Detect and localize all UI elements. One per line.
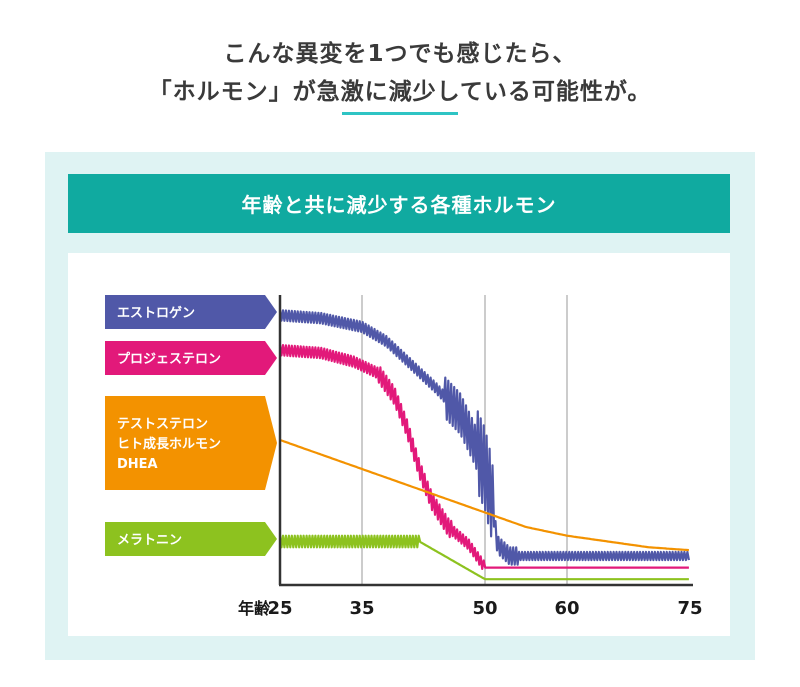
series-label-melatonin-0: メラトニン [117, 533, 182, 548]
headline-line-1: こんな異変を1つでも感じたら、 [223, 41, 577, 67]
series-tag-progesterone [105, 341, 277, 375]
x-tick-labels: 25 35 50 60 75 [267, 598, 702, 619]
accent-underline [342, 112, 458, 115]
chart-card: 25 35 50 60 75 年齢 エストロゲンプロジェステロン テストステロン ヒト成長ホ… [68, 253, 730, 636]
headline-line-2: 「ホルモン」が急激に減少している可能性が。 [148, 79, 652, 105]
chart-title-banner: 年齢と共に減少する各種ホルモン [68, 174, 730, 233]
x-tick-25: 25 [267, 598, 292, 619]
chart-title: 年齢と共に減少する各種ホルモン [241, 193, 557, 217]
series-tag-estrogen [105, 295, 277, 329]
series-tag-hgh [105, 396, 277, 490]
x-axis-label: 年齢 [238, 599, 271, 618]
series-label-hgh-1: ヒト成長ホルモン [117, 436, 221, 452]
series-line-melatonin [278, 534, 689, 581]
series-label-hgh-2: DHEA [117, 457, 158, 472]
series-lines [278, 309, 690, 581]
series-line-estrogen [278, 309, 690, 566]
series-tag-melatonin [105, 522, 277, 556]
x-tick-75: 75 [677, 598, 702, 619]
series-label-progesterone-0: プロジェステロン [117, 352, 221, 367]
series-label-hgh-0: テストステロン [117, 417, 208, 432]
hormone-chart: 25 35 50 60 75 年齢 エストロゲンプロジェステロンテストステロンヒト成長ホ… [105, 295, 703, 619]
x-tick-50: 50 [472, 598, 497, 619]
series-line-progesterone [278, 344, 689, 570]
series-label-estrogen-0: エストロゲン [117, 305, 195, 321]
series-line-hgh [279, 438, 689, 552]
x-tick-35: 35 [349, 598, 374, 619]
x-tick-60: 60 [554, 598, 579, 619]
